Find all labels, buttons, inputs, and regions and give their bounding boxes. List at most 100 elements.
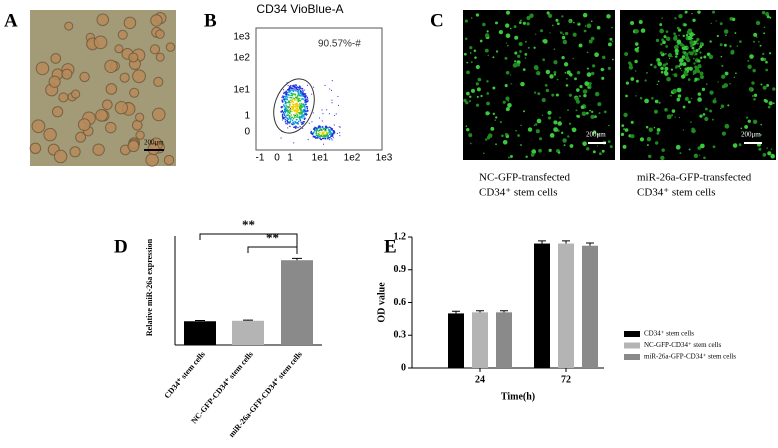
event [337, 104, 339, 106]
event [318, 133, 321, 135]
event [295, 111, 298, 113]
gfp-cell [466, 91, 470, 96]
event [290, 87, 292, 89]
gfp-cell [749, 54, 754, 59]
event [322, 113, 324, 115]
event [299, 94, 301, 97]
bar [472, 312, 488, 368]
event [280, 137, 282, 139]
event [318, 125, 320, 128]
gfp-cell [553, 127, 558, 132]
gfp-cell [600, 67, 604, 72]
gfp-cell [569, 20, 572, 23]
event [290, 106, 293, 108]
gfp-cell [755, 20, 761, 26]
event [300, 111, 303, 114]
gfp-cell [573, 21, 575, 24]
gfp-cell [683, 70, 688, 74]
gfp-cell [659, 23, 663, 27]
x-tick-label: 0 [274, 153, 280, 164]
event [301, 113, 303, 115]
event [297, 97, 299, 99]
gfp-cell [518, 41, 523, 47]
event [283, 108, 286, 110]
event [315, 130, 317, 133]
event [314, 135, 316, 138]
bar [448, 313, 464, 368]
gfp-cell [659, 51, 663, 55]
gfp-cell [540, 29, 544, 33]
event [294, 98, 296, 100]
gfp-cell [625, 94, 628, 98]
gfp-cell [590, 36, 595, 41]
gfp-cell [608, 124, 610, 127]
event [289, 88, 291, 90]
event [334, 114, 336, 116]
event [324, 136, 326, 138]
gfp-cell [655, 38, 660, 43]
event [315, 127, 317, 129]
gfp-cell [469, 95, 472, 98]
gfp-cell [476, 87, 481, 92]
event [288, 89, 290, 91]
error-bar [562, 240, 570, 244]
event [323, 127, 325, 130]
gfp-cell [689, 32, 694, 37]
event [301, 102, 303, 105]
gfp-cell [723, 83, 729, 88]
event [292, 106, 294, 108]
gfp-cell [475, 103, 480, 107]
gfp-cell [761, 10, 766, 15]
gfp-cell [567, 135, 570, 138]
gfp-cell [682, 51, 685, 54]
event [331, 129, 333, 131]
gfp-cell [517, 134, 520, 137]
event [315, 133, 317, 135]
caption: CD34⁺ stem cells [637, 187, 716, 199]
gfp-cell [584, 81, 590, 86]
event [327, 135, 330, 137]
gfp-cell [555, 18, 559, 22]
gfp-cell [672, 88, 677, 94]
event [300, 107, 302, 109]
gfp-cell [691, 37, 694, 40]
event [290, 116, 293, 119]
event [332, 133, 334, 136]
event [294, 86, 296, 88]
event [314, 126, 316, 129]
gfp-cell [505, 42, 508, 44]
gfp-cell [628, 65, 634, 70]
gfp-cell [609, 37, 613, 41]
event [295, 107, 298, 110]
event [292, 93, 294, 96]
gfp-cell [760, 57, 765, 61]
gfp-cell [625, 81, 630, 85]
event [299, 107, 301, 110]
event [318, 134, 320, 136]
gfp-cell [656, 127, 661, 132]
gfp-cell [516, 63, 521, 67]
gfp-cell [699, 51, 702, 54]
gfp-cell [549, 74, 554, 79]
gfp-cell [592, 130, 597, 134]
gfp-cell [681, 69, 683, 72]
gfp-cell [723, 43, 727, 47]
event [291, 119, 294, 121]
event [283, 91, 286, 94]
event [298, 116, 300, 119]
gfp-cell [533, 91, 537, 94]
event [291, 94, 294, 97]
event [293, 142, 295, 144]
event [288, 87, 291, 89]
gfp-cell [674, 17, 677, 20]
gfp-cell [592, 150, 596, 154]
gfp-cell [685, 58, 687, 60]
gfp-cell [724, 123, 730, 129]
event [293, 105, 295, 107]
event [339, 132, 341, 134]
gfp-cell [694, 77, 698, 82]
event [285, 95, 287, 97]
cell [51, 106, 64, 118]
gfp-cell [466, 61, 469, 64]
